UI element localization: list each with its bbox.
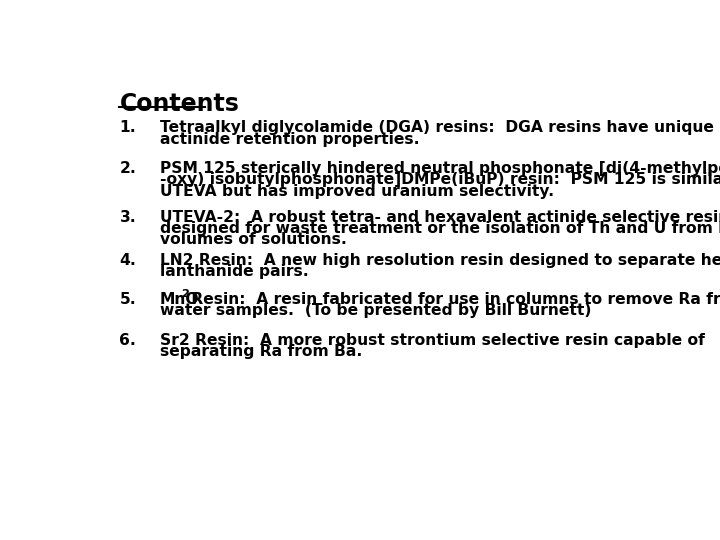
Text: 4.: 4. — [120, 253, 136, 268]
Text: -oxy) isobutylphosphonate]DMPe(iBuP) resin:  PSM 125 is similar to: -oxy) isobutylphosphonate]DMPe(iBuP) res… — [160, 172, 720, 187]
Text: volumes of solutions.: volumes of solutions. — [160, 232, 346, 247]
Text: LN2 Resin:  A new high resolution resin designed to separate heavy: LN2 Resin: A new high resolution resin d… — [160, 253, 720, 268]
Text: MnO: MnO — [160, 292, 199, 307]
Text: 2: 2 — [181, 289, 189, 299]
Text: Resin:  A resin fabricated for use in columns to remove Ra from: Resin: A resin fabricated for use in col… — [186, 292, 720, 307]
Text: 6.: 6. — [120, 333, 136, 348]
Text: UTEVA-2:  A robust tetra- and hexavalent actinide selective resin: UTEVA-2: A robust tetra- and hexavalent … — [160, 210, 720, 225]
Text: 3.: 3. — [120, 210, 136, 225]
Text: Tetraalkyl diglycolamide (DGA) resins:  DGA resins have unique: Tetraalkyl diglycolamide (DGA) resins: D… — [160, 120, 714, 135]
Text: water samples.  (To be presented by Bill Burnett): water samples. (To be presented by Bill … — [160, 303, 591, 319]
Text: Sr2 Resin:  A more robust strontium selective resin capable of: Sr2 Resin: A more robust strontium selec… — [160, 333, 705, 348]
Text: lanthanide pairs.: lanthanide pairs. — [160, 264, 308, 279]
Text: 1.: 1. — [120, 120, 136, 135]
Text: actinide retention properties.: actinide retention properties. — [160, 132, 419, 147]
Text: 5.: 5. — [120, 292, 136, 307]
Text: designed for waste treatment or the isolation of Th and U from large: designed for waste treatment or the isol… — [160, 221, 720, 236]
Text: Contents: Contents — [120, 92, 239, 116]
Text: separating Ra from Ba.: separating Ra from Ba. — [160, 344, 362, 359]
Text: 2.: 2. — [120, 161, 136, 176]
Text: PSM 125 sterically hindered neutral phosphonate [di(4-methylpentyl-2: PSM 125 sterically hindered neutral phos… — [160, 161, 720, 176]
Text: UTEVA but has improved uranium selectivity.: UTEVA but has improved uranium selectivi… — [160, 184, 554, 199]
